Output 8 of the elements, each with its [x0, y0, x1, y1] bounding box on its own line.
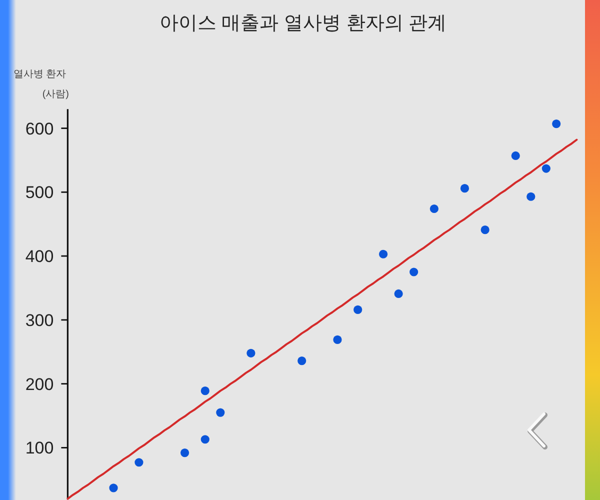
y-tick-label: 300 [25, 310, 54, 330]
y-tick-label: 200 [25, 374, 54, 394]
y-tick-label: 100 [25, 438, 54, 458]
chart-title: 아이스 매출과 열사병 환자의 관계 [159, 13, 447, 34]
y-tick-label: 500 [25, 183, 54, 202]
y-axis-title: 열사병 환자 (사람) [13, 69, 69, 100]
y-tick-label: 600 [25, 119, 54, 138]
y-tick-label: 400 [25, 247, 54, 266]
